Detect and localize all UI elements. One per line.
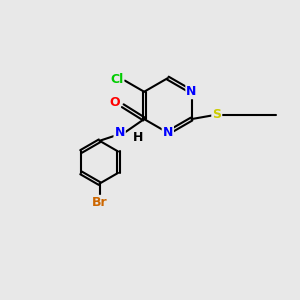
Text: O: O (109, 96, 120, 109)
Text: N: N (163, 126, 173, 139)
Text: N: N (115, 126, 125, 139)
Text: Cl: Cl (110, 73, 123, 85)
Text: Br: Br (92, 196, 107, 209)
Text: N: N (186, 85, 197, 98)
Text: S: S (212, 108, 221, 121)
Text: H: H (133, 131, 143, 144)
